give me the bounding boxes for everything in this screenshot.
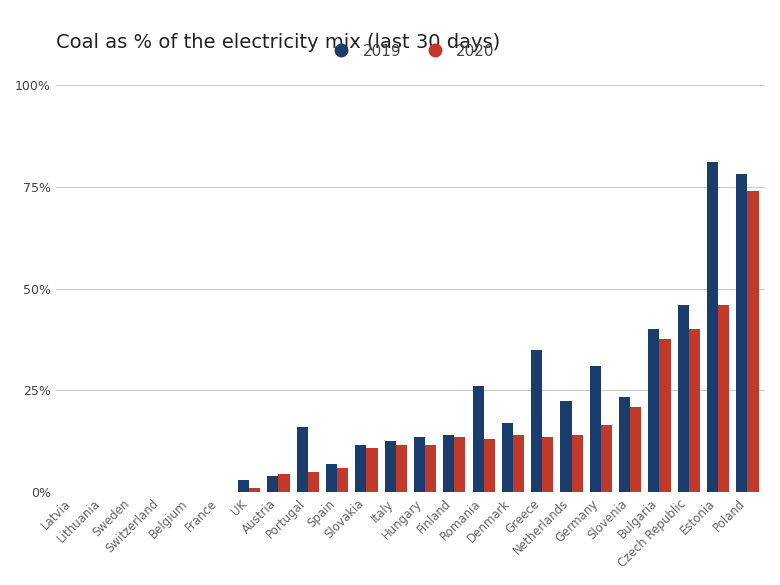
Bar [513, 435, 524, 493]
Bar [678, 305, 689, 493]
Bar [601, 425, 612, 493]
Bar [385, 442, 395, 493]
Bar [689, 329, 700, 493]
Bar [648, 329, 659, 493]
Bar [484, 439, 495, 493]
Bar [337, 468, 348, 493]
Bar [718, 305, 729, 493]
Bar [268, 476, 278, 493]
Bar [572, 435, 583, 493]
Bar [425, 446, 436, 493]
Bar [560, 401, 572, 493]
Bar [367, 448, 378, 493]
Bar [747, 191, 759, 493]
Bar [238, 480, 249, 493]
Bar [308, 472, 319, 493]
Bar [278, 474, 289, 493]
Bar [659, 339, 671, 493]
Bar [355, 446, 367, 493]
Bar [502, 423, 513, 493]
Bar [326, 464, 337, 493]
Bar [736, 174, 747, 493]
Legend: 2019, 2020: 2019, 2020 [320, 37, 501, 65]
Text: Coal as % of the electricity mix (last 30 days): Coal as % of the electricity mix (last 3… [55, 33, 500, 51]
Bar [630, 407, 641, 493]
Bar [542, 438, 553, 493]
Bar [531, 350, 542, 493]
Bar [473, 386, 484, 493]
Bar [454, 438, 466, 493]
Bar [707, 162, 718, 493]
Bar [296, 427, 308, 493]
Bar [619, 397, 630, 493]
Bar [414, 438, 425, 493]
Bar [249, 488, 261, 493]
Bar [443, 435, 454, 493]
Bar [590, 366, 601, 493]
Bar [395, 446, 407, 493]
